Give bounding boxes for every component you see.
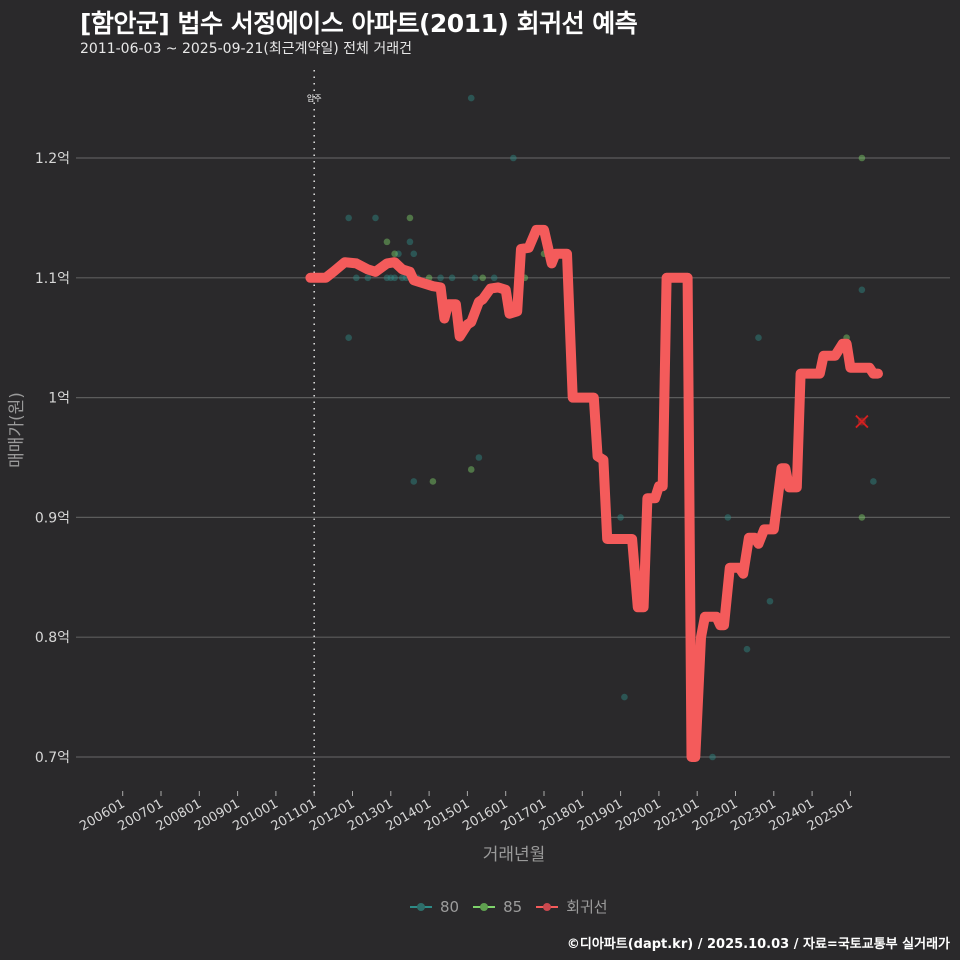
data-point <box>743 645 751 653</box>
data-point <box>709 753 716 761</box>
data-point <box>395 250 402 258</box>
scatter-points <box>345 94 877 761</box>
data-point <box>621 693 628 701</box>
legend-label: 회귀선 <box>566 898 608 916</box>
regression-path <box>305 224 883 762</box>
legend-item-85: 85 <box>473 898 522 916</box>
data-point <box>724 514 732 521</box>
data-point <box>383 274 391 282</box>
legend-label: 80 <box>440 897 460 916</box>
y-axis-title: 매매가(원) <box>7 392 27 468</box>
prediction-marker <box>855 414 869 429</box>
data-point <box>467 94 475 102</box>
data-point <box>510 154 517 162</box>
data-point <box>471 274 479 282</box>
regression-line <box>305 224 883 762</box>
y-tick-label: 0.7억 <box>35 750 70 766</box>
data-point <box>345 214 352 222</box>
x-axis-title: 거래년월 <box>483 845 546 865</box>
y-tick-label: 1.1억 <box>35 271 70 287</box>
chart-subtitle: 2011-06-03 ~ 2025-09-21(최근계약일) 전체 거래건 <box>80 41 412 57</box>
x-marker-icon <box>855 414 869 429</box>
data-point <box>429 478 437 485</box>
data-point <box>617 514 624 521</box>
y-tick-label: 0.8억 <box>35 630 70 646</box>
chart-title: [함안군] 법수 서정에이스 아파트(2011) 회귀선 예측 <box>80 9 638 38</box>
data-point <box>490 274 498 282</box>
data-point <box>870 478 877 485</box>
data-point <box>858 514 866 521</box>
data-point <box>858 154 866 162</box>
data-point <box>391 250 398 258</box>
data-point <box>410 478 418 485</box>
data-point <box>406 238 414 246</box>
y-tick-label: 1.2억 <box>35 151 70 167</box>
data-point <box>755 334 762 342</box>
data-point <box>448 274 456 282</box>
legend-line-icon <box>536 901 559 913</box>
data-point <box>406 214 414 222</box>
data-point <box>398 274 406 282</box>
data-point <box>766 597 774 605</box>
data-point <box>387 274 395 282</box>
legend-label: 85 <box>503 897 523 916</box>
legend-item-regression: 회귀선 <box>536 896 608 917</box>
legend-line-icon <box>473 901 496 913</box>
grid-lines <box>76 157 950 758</box>
data-point <box>364 274 372 282</box>
data-point <box>437 274 444 282</box>
move-in-line: 입주 <box>307 70 322 796</box>
data-point <box>467 466 475 473</box>
data-point <box>475 454 483 461</box>
data-point <box>345 334 352 342</box>
y-tick-label: 1억 <box>48 391 70 407</box>
data-point <box>858 286 866 294</box>
data-point <box>383 238 391 246</box>
legend: 80 85 회귀선 <box>410 896 614 917</box>
y-axis: 0.7억 0.8억 0.9억 1억 1.1억 1.2억 <box>35 151 70 766</box>
data-point <box>479 274 487 282</box>
data-point <box>410 250 418 258</box>
source-caption: ©디아파트(dapt.kr) / 2025.10.03 / 자료=국토교통부 실… <box>566 937 950 952</box>
move-in-label: 입주 <box>307 94 322 103</box>
legend-line-icon <box>410 901 432 913</box>
data-point <box>372 214 379 222</box>
data-point <box>353 274 360 282</box>
y-tick-label: 0.9억 <box>35 510 70 526</box>
legend-item-80: 80 <box>410 898 459 916</box>
data-point <box>391 274 398 282</box>
x-axis: 2006012007012008012009012010012011012012… <box>77 791 855 834</box>
